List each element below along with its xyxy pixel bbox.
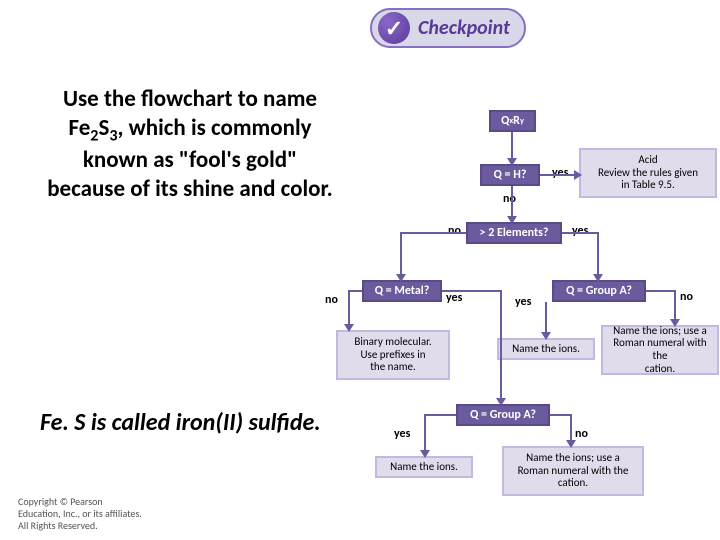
- node-acid: AcidReview the rules givenin Table 9.5.: [579, 148, 717, 198]
- edge-label-qgroupa1_yes: yes: [515, 295, 531, 309]
- connector-line: [597, 232, 599, 276]
- connector-line: [400, 232, 466, 234]
- connector-line: [570, 414, 572, 442]
- edge-label-gt2_yes: yes: [572, 224, 588, 238]
- node-qgroupa2: Q = Group A?: [456, 404, 550, 426]
- node-qh: Q = H?: [480, 164, 540, 186]
- connector-line: [674, 290, 676, 321]
- arrow-down-icon: [541, 332, 551, 340]
- connector-line: [562, 232, 598, 234]
- check-icon: ✓: [378, 12, 410, 44]
- edge-label-qh_no: no: [503, 192, 516, 206]
- node-binary: Binary molecular.Use prefixes inthe name…: [336, 330, 450, 380]
- answer-text: Fe. S is called iron(II) sulfide.: [40, 408, 321, 437]
- arrow-down-icon: [566, 440, 576, 448]
- edge-label-qgroupa2_yes: yes: [394, 427, 410, 441]
- connector-line: [545, 302, 547, 334]
- edge-label-qgroupa2_no: no: [575, 427, 588, 441]
- arrow-down-icon: [496, 398, 506, 406]
- connector-line: [550, 414, 572, 416]
- connector-line: [442, 290, 500, 292]
- arrow-down-icon: [396, 274, 406, 282]
- node-nameroman2: Name the ions; use aRoman numeral with t…: [502, 446, 644, 496]
- arrow-down-icon: [507, 216, 517, 224]
- connector-line: [500, 290, 502, 400]
- edge-label-qh_yes: yes: [552, 166, 568, 180]
- edge-label-qgroupa1_no: no: [680, 290, 693, 304]
- connector-line: [400, 232, 402, 276]
- connector-line: [511, 186, 513, 218]
- checkpoint-badge: ✓ Checkpoint: [370, 8, 526, 48]
- node-nameions1: Name the ions.: [497, 338, 595, 360]
- edge-label-qmetal_no: no: [325, 293, 338, 307]
- arrow-down-icon: [670, 319, 680, 327]
- connector-line: [348, 290, 362, 292]
- node-start: QxRy: [489, 110, 536, 132]
- checkpoint-label: Checkpoint: [418, 16, 510, 40]
- connector-line: [348, 290, 350, 326]
- connector-line: [511, 132, 513, 160]
- copyright: Copyright © Pearson Education, Inc., or …: [18, 496, 142, 532]
- arrow-down-icon: [420, 450, 430, 458]
- prompt-text: Use the flowchart to name Fe2S3, which i…: [45, 85, 335, 204]
- arrow-down-icon: [593, 274, 603, 282]
- edge-label-gt2_no: no: [448, 224, 461, 238]
- edge-label-qmetal_yes: yes: [446, 291, 462, 305]
- arrow-right-icon: [574, 170, 582, 180]
- node-nameroman1: Name the ions; use aRoman numeral with t…: [601, 325, 719, 375]
- arrow-down-icon: [344, 324, 354, 332]
- node-qmetal: Q = Metal?: [362, 280, 442, 302]
- connector-line: [646, 290, 676, 292]
- connector-line: [424, 414, 426, 452]
- node-nameions2: Name the ions.: [375, 456, 473, 478]
- connector-line: [424, 414, 456, 416]
- node-gt2: > 2 Elements?: [466, 222, 562, 244]
- node-qgroupa1: Q = Group A?: [552, 280, 646, 302]
- connector-line: [540, 174, 576, 176]
- arrow-down-icon: [507, 158, 517, 166]
